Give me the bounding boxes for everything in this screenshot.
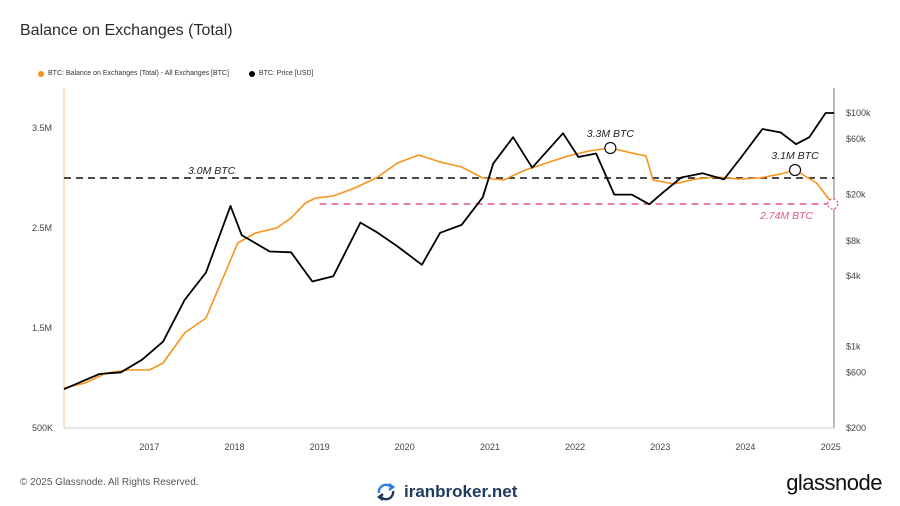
x-tick-label: 2020 (395, 442, 415, 452)
legend-item-price[interactable]: BTC: Price [USD] (248, 70, 314, 77)
reference-line-label: 2.74M BTC (759, 210, 814, 222)
watermark-text: iranbroker.net (404, 482, 518, 501)
annotation-label: 3.3M BTC (587, 128, 635, 140)
x-tick-label: 2019 (310, 442, 330, 452)
left-tick-label: 1.5M (32, 323, 52, 333)
right-tick-label: $8k (846, 236, 861, 246)
legend-swatch-price (248, 70, 255, 77)
right-tick-label: $200 (846, 423, 866, 433)
right-tick-label: $60k (846, 134, 866, 144)
x-tick-label: 2021 (480, 442, 500, 452)
right-tick-label: $100k (846, 108, 871, 118)
reference-line-label: 3.0M BTC (188, 165, 236, 177)
legend-item-balance[interactable]: BTC: Balance on Exchanges (Total) - All … (38, 70, 229, 77)
x-tick-label: 2023 (650, 442, 670, 452)
left-tick-label: 3.5M (32, 123, 52, 133)
annotation-marker (788, 163, 802, 177)
left-tick-label: 500K (32, 423, 53, 433)
x-tick-label: 2024 (735, 442, 755, 452)
right-tick-label: $4k (846, 271, 861, 281)
legend-label-balance: BTC: Balance on Exchanges (Total) - All … (48, 70, 229, 77)
legend-swatch-balance (38, 70, 44, 77)
annotation-label: 3.1M BTC (771, 150, 819, 162)
chart-legend: BTC: Balance on Exchanges (Total) - All … (38, 70, 313, 77)
left-tick-label: 2.5M (32, 223, 52, 233)
balance-series-line (63, 147, 834, 389)
right-tick-label: $20k (846, 190, 866, 200)
chart-title: Balance on Exchanges (Total) (20, 22, 233, 39)
x-tick-label: 2022 (565, 442, 585, 452)
annotation-marker (827, 198, 839, 210)
x-tick-label: 2017 (139, 442, 159, 452)
x-tick-label: 2018 (224, 442, 244, 452)
price-series-line (63, 112, 834, 391)
watermark: iranbroker.net (374, 480, 517, 504)
legend-label-price: BTC: Price [USD] (258, 70, 314, 77)
brand-logo: glassnode (786, 470, 882, 495)
copyright-text: © 2025 Glassnode. All Rights Reserved. (20, 477, 199, 488)
annotation-marker (604, 141, 617, 155)
right-tick-label: $600 (846, 367, 866, 377)
refresh-arrows-icon (377, 483, 395, 501)
right-tick-label: $1k (846, 341, 861, 351)
x-tick-label: 2025 (821, 442, 841, 452)
